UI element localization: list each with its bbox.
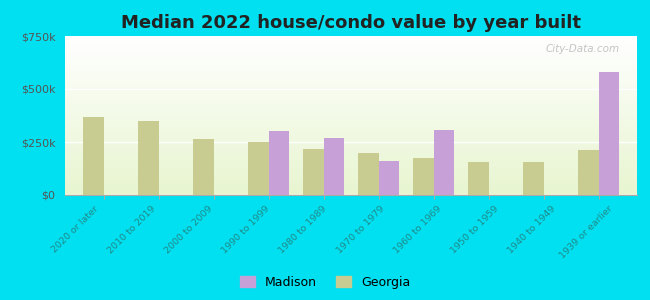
Text: 2000 to 2009: 2000 to 2009 <box>163 204 214 255</box>
Bar <box>358 153 378 195</box>
Bar <box>192 139 213 195</box>
Bar <box>599 72 619 195</box>
Text: 2020 or later: 2020 or later <box>50 204 100 254</box>
Bar <box>83 117 103 195</box>
Bar <box>248 142 268 195</box>
Text: 1940 to 1949: 1940 to 1949 <box>506 204 558 255</box>
Text: City-Data.com: City-Data.com <box>546 44 620 54</box>
Text: 1950 to 1959: 1950 to 1959 <box>449 204 500 255</box>
Bar <box>303 149 324 195</box>
Text: 1960 to 1969: 1960 to 1969 <box>392 204 443 255</box>
Bar <box>434 130 454 195</box>
Bar <box>138 121 159 195</box>
Text: 2010 to 2019: 2010 to 2019 <box>106 204 157 255</box>
Text: 1980 to 1989: 1980 to 1989 <box>278 204 329 255</box>
Title: Median 2022 house/condo value by year built: Median 2022 house/condo value by year bu… <box>121 14 581 32</box>
Bar <box>324 138 344 195</box>
Text: 1939 or earlier: 1939 or earlier <box>558 204 615 260</box>
Text: 1990 to 1999: 1990 to 1999 <box>220 204 272 255</box>
Legend: Madison, Georgia: Madison, Georgia <box>235 271 415 294</box>
Bar <box>467 162 489 195</box>
Bar <box>523 162 543 195</box>
Text: 1970 to 1979: 1970 to 1979 <box>335 204 386 255</box>
Bar <box>413 158 434 195</box>
Bar <box>268 131 289 195</box>
Bar <box>578 151 599 195</box>
Bar <box>378 161 399 195</box>
